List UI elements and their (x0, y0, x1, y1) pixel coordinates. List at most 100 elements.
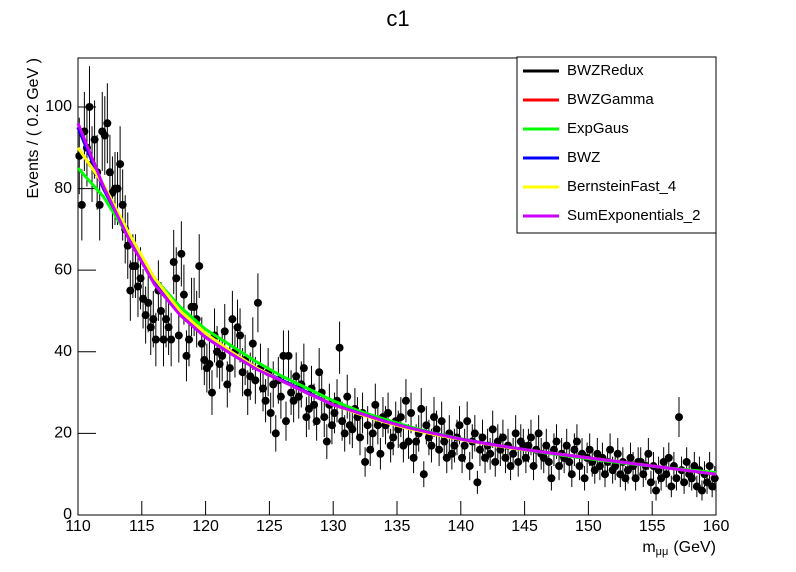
data-point (253, 298, 262, 307)
data-point (355, 433, 364, 442)
data-point (118, 200, 127, 209)
data-point (417, 404, 426, 413)
data-point (424, 433, 433, 442)
data-point (672, 474, 681, 483)
data-point (146, 323, 155, 332)
data-point (501, 453, 510, 462)
x-label-unit: (GeV) (673, 539, 716, 556)
data-point (292, 372, 301, 381)
data-point (287, 388, 296, 397)
data-point (151, 335, 160, 344)
data-point (156, 306, 165, 315)
data-point (105, 168, 114, 177)
data-point (682, 457, 691, 466)
data-point (366, 445, 375, 454)
data-point (644, 449, 653, 458)
data-point (447, 449, 456, 458)
data-point (251, 376, 260, 385)
data-point (514, 457, 523, 466)
data-point (639, 470, 648, 479)
x-tick-label: 140 (447, 518, 474, 535)
data-point (327, 421, 336, 430)
legend-label: BWZRedux (567, 62, 644, 79)
data-point (113, 184, 122, 193)
data-point (475, 445, 484, 454)
data-point (570, 445, 579, 454)
data-point (363, 421, 372, 430)
data-point (562, 441, 571, 450)
data-point (368, 429, 377, 438)
data-point (320, 413, 329, 422)
data-point (233, 323, 242, 332)
data-point (710, 474, 719, 483)
data-point (534, 429, 543, 438)
data-point (85, 102, 94, 111)
data-point (299, 364, 308, 373)
data-point (133, 282, 142, 291)
data-point (662, 470, 671, 479)
data-point (335, 343, 344, 352)
legend-label: BWZ (567, 149, 600, 166)
data-point (613, 449, 622, 458)
data-point (223, 380, 232, 389)
data-point (626, 453, 635, 462)
x-tick-label: 110 (65, 518, 91, 535)
data-point (103, 119, 112, 128)
data-point (195, 262, 204, 271)
data-point (542, 441, 551, 450)
data-point (144, 298, 153, 307)
data-point (281, 417, 290, 426)
data-point (136, 274, 145, 283)
data-point (396, 413, 405, 422)
data-point (276, 392, 285, 401)
data-point (565, 457, 574, 466)
data-point (371, 400, 380, 409)
data-point (580, 474, 589, 483)
x-tick-label: 125 (256, 518, 283, 535)
data-point (322, 437, 331, 446)
data-point (585, 445, 594, 454)
data-point (465, 462, 474, 471)
data-point (182, 351, 191, 360)
data-point (228, 315, 237, 324)
data-point (284, 351, 293, 360)
legend-box (516, 56, 717, 234)
data-point (340, 429, 349, 438)
data-point (348, 425, 357, 434)
data-point (172, 274, 181, 283)
data-point (478, 433, 487, 442)
data-point (555, 462, 564, 471)
data-point (572, 437, 581, 446)
x-label-main: m (642, 539, 655, 556)
data-point (486, 449, 495, 458)
data-point (652, 486, 661, 495)
data-point (238, 368, 247, 377)
data-point (310, 400, 319, 409)
data-point (511, 429, 520, 438)
data-point (116, 160, 125, 169)
data-point (705, 462, 714, 471)
data-point (141, 311, 150, 320)
data-point (435, 445, 444, 454)
data-point (611, 462, 620, 471)
data-point (595, 462, 604, 471)
legend-label: SumExponentials_2 (567, 207, 700, 224)
data-point (77, 200, 86, 209)
y-tick-label: 0 (63, 506, 72, 523)
data-point (470, 429, 479, 438)
data-point (261, 396, 270, 405)
data-point (185, 335, 194, 344)
data-point (225, 364, 234, 373)
data-point (177, 249, 186, 258)
data-point (697, 486, 706, 495)
data-point (312, 417, 321, 426)
data-point (90, 135, 99, 144)
data-point (248, 339, 257, 348)
x-tick-label: 135 (384, 518, 411, 535)
data-point (646, 478, 655, 487)
data-point (174, 331, 183, 340)
data-point (100, 131, 109, 140)
data-point (376, 449, 385, 458)
data-point (243, 388, 252, 397)
x-tick-label: 155 (639, 518, 666, 535)
